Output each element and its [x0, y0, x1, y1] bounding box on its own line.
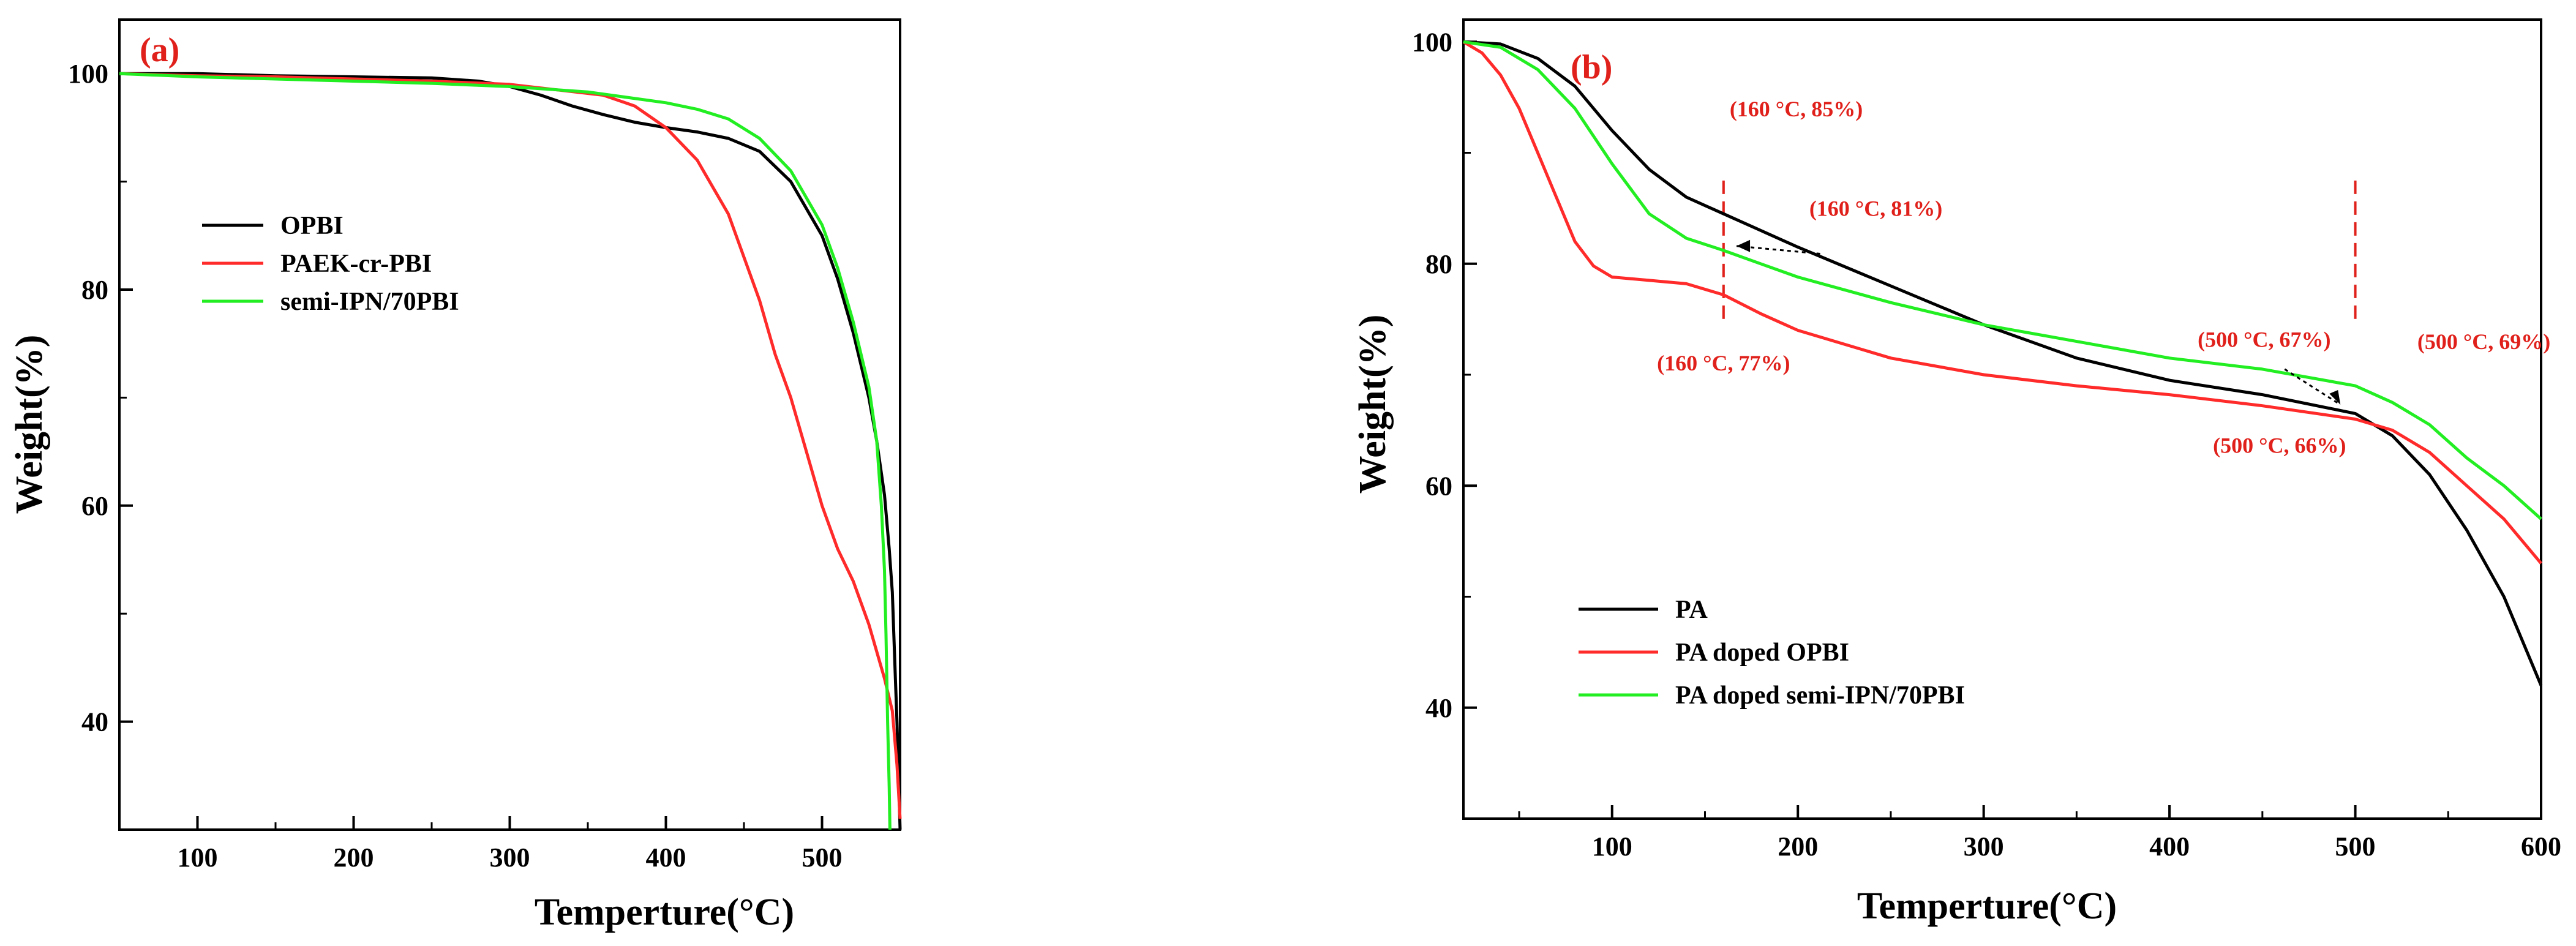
- a-x-tick-label: 400: [646, 843, 686, 873]
- b-annotation-label: (160 °C, 81%): [1809, 197, 1942, 221]
- b-series-line-pa-doped-opbi: [1462, 40, 2542, 565]
- a-legend-label: OPBI: [280, 212, 344, 240]
- b-legend-label: PA doped semi-IPN/70PBI: [1675, 681, 1965, 710]
- a-series-line-paek-cr-pbi: [119, 72, 902, 819]
- a-y-tick-label: 80: [81, 275, 108, 305]
- b-y-tick-label: 40: [1425, 693, 1452, 723]
- b-annotation-arrow: [2284, 368, 2341, 406]
- b-y-tick-label: 60: [1425, 471, 1452, 501]
- b-x-tick-label: 600: [2521, 832, 2561, 862]
- b-y-tick-label: 80: [1425, 249, 1452, 279]
- panel-a-label: (a): [140, 31, 179, 69]
- panel-a: 100 200 300 400 500 40 60 80 100 (a) OPBI PAEK-cr…: [9, 18, 902, 933]
- panel-a-ticks: 100 200 300 400 500 40 60 80 100: [68, 59, 901, 873]
- panel-b-plot-frame: [1462, 18, 2542, 820]
- b-annotation-label: (500 °C, 69%): [2417, 329, 2550, 354]
- a-y-tick-label: 100: [68, 59, 108, 89]
- panel-b-y-axis-title: Weight(%): [1352, 315, 1394, 494]
- b-x-tick-label: 400: [2149, 832, 2190, 862]
- panel-b-series: [1462, 40, 2543, 686]
- b-series-line-pa-doped-semi-ipn-70pbi: [1463, 40, 2542, 520]
- a-x-tick-label: 200: [334, 843, 374, 873]
- b-annotation-arrowhead: [2329, 389, 2341, 405]
- panel-b-label: (b): [1571, 48, 1612, 86]
- b-y-tick-label: 100: [1412, 27, 1452, 57]
- panel-b-guide-markers: [1722, 180, 2357, 325]
- panel-a-plot-frame: [118, 18, 901, 831]
- a-x-tick-label: 500: [802, 843, 843, 873]
- b-annotation-label: (160 °C, 77%): [1657, 351, 1790, 375]
- b-annotation-label: (160 °C, 85%): [1730, 97, 1863, 121]
- panel-a-y-axis-title: Weight(%): [9, 335, 50, 514]
- b-x-tick-label: 300: [1964, 832, 2004, 862]
- a-x-tick-label: 100: [178, 843, 218, 873]
- b-x-tick-label: 100: [1592, 832, 1632, 862]
- panel-b-legend: PA PA doped OPBI PA doped semi-IPN/70PBI: [1579, 596, 1965, 710]
- b-annotation-label: (500 °C, 67%): [2198, 327, 2330, 351]
- panel-b-x-axis-title: Temperture(°C): [1857, 885, 2117, 927]
- b-legend-label: PA: [1675, 596, 1708, 624]
- b-annotation-arrowhead: [1737, 239, 1751, 252]
- a-legend-label: PAEK-cr-PBI: [280, 250, 432, 278]
- a-y-tick-label: 40: [81, 707, 108, 737]
- b-legend-label: PA doped OPBI: [1675, 639, 1849, 667]
- b-x-tick-label: 500: [2335, 832, 2376, 862]
- a-y-tick-label: 60: [81, 491, 108, 521]
- a-x-tick-label: 300: [490, 843, 530, 873]
- a-legend-label: semi-IPN/70PBI: [280, 288, 459, 316]
- panel-b-annotations: (160 °C, 85%) (160 °C, 81%) (160 °C, 77%) (…: [1657, 97, 2550, 457]
- panel-a-series: [119, 72, 902, 830]
- b-annotation-label: (500 °C, 66%): [2213, 434, 2346, 458]
- a-series-line-semi-ipn-70pbi: [119, 72, 892, 830]
- panel-b-ticks: 100 200 300 400 500 600 40 60 80 100: [1412, 27, 2561, 862]
- panel-a-x-axis-title: Temperture(°C): [535, 892, 794, 933]
- panel-b: 100 200 300 400 500 600 40 60 80 100 (160 °C, 85%…: [1352, 18, 2561, 927]
- panel-a-legend: OPBI PAEK-cr-PBI semi-IPN/70PBI: [202, 212, 459, 316]
- b-series-line-pa: [1463, 40, 2543, 686]
- b-x-tick-label: 200: [1778, 832, 1818, 862]
- a-series-line-opbi: [119, 72, 902, 830]
